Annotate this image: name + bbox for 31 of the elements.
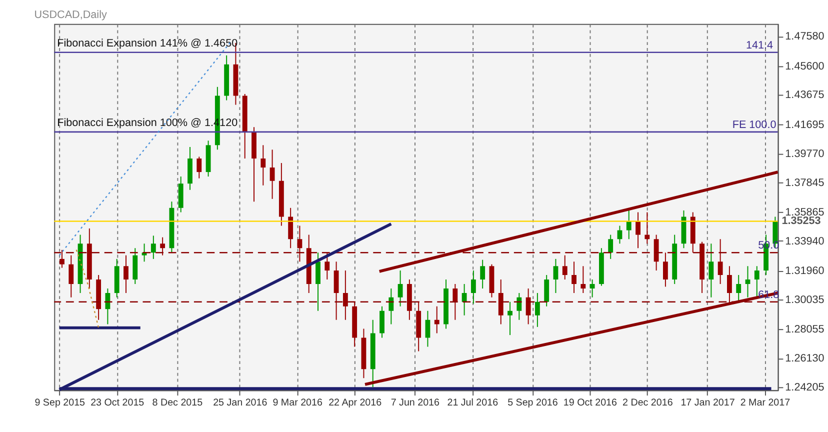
x-tick-label: 5 Sep 2016	[508, 397, 558, 408]
y-tick-label: 1.30035	[785, 294, 824, 306]
y-tick-label: 1.47580	[785, 30, 824, 43]
x-tick-label: 9 Sep 2015	[34, 397, 86, 408]
x-tick-label: 2 Dec 2016	[622, 397, 674, 408]
x-tick-label: 17 Jan 2017	[680, 397, 735, 408]
y-tick-label: 1.24205	[785, 381, 824, 394]
x-tick-label: 25 Jan 2016	[213, 397, 268, 408]
annotation: 61.8	[758, 288, 780, 301]
x-tick-label: 8 Dec 2015	[152, 397, 204, 408]
y-tick-label: 1.45600	[785, 60, 824, 72]
x-tick-label: 2 Mar 2017	[740, 397, 790, 408]
y-tick-label: 1.26130	[785, 352, 824, 365]
y-tick-label: 1.43675	[785, 89, 824, 102]
y-tick-label: 1.39770	[785, 148, 824, 160]
x-tick-label: 21 Jul 2016	[447, 397, 499, 408]
annotation: FE 100.0	[732, 119, 776, 132]
y-tick-label: 1.33940	[785, 235, 824, 248]
x-tick-label: 22 Apr 2016	[328, 397, 382, 408]
y-tick-label: 1.37845	[785, 176, 824, 189]
chart-title: USDCAD,Daily	[34, 8, 108, 21]
x-tick-label: 23 Oct 2015	[90, 397, 145, 408]
y-tick-label: 1.41695	[785, 118, 824, 131]
y-tick-label: 1.31960	[785, 265, 824, 278]
x-tick-label: 19 Oct 2016	[563, 397, 618, 408]
y-tick-label: 1.28055	[785, 324, 824, 336]
annotation: 141.4	[746, 39, 774, 52]
ref-line-label: Fibonacci Expansion 141% @ 1.4650	[57, 37, 238, 50]
x-tick-label: 7 Jun 2016	[390, 397, 440, 408]
annotation: 1.35253	[782, 215, 821, 228]
x-tick-label: 9 Mar 2016	[272, 397, 323, 408]
